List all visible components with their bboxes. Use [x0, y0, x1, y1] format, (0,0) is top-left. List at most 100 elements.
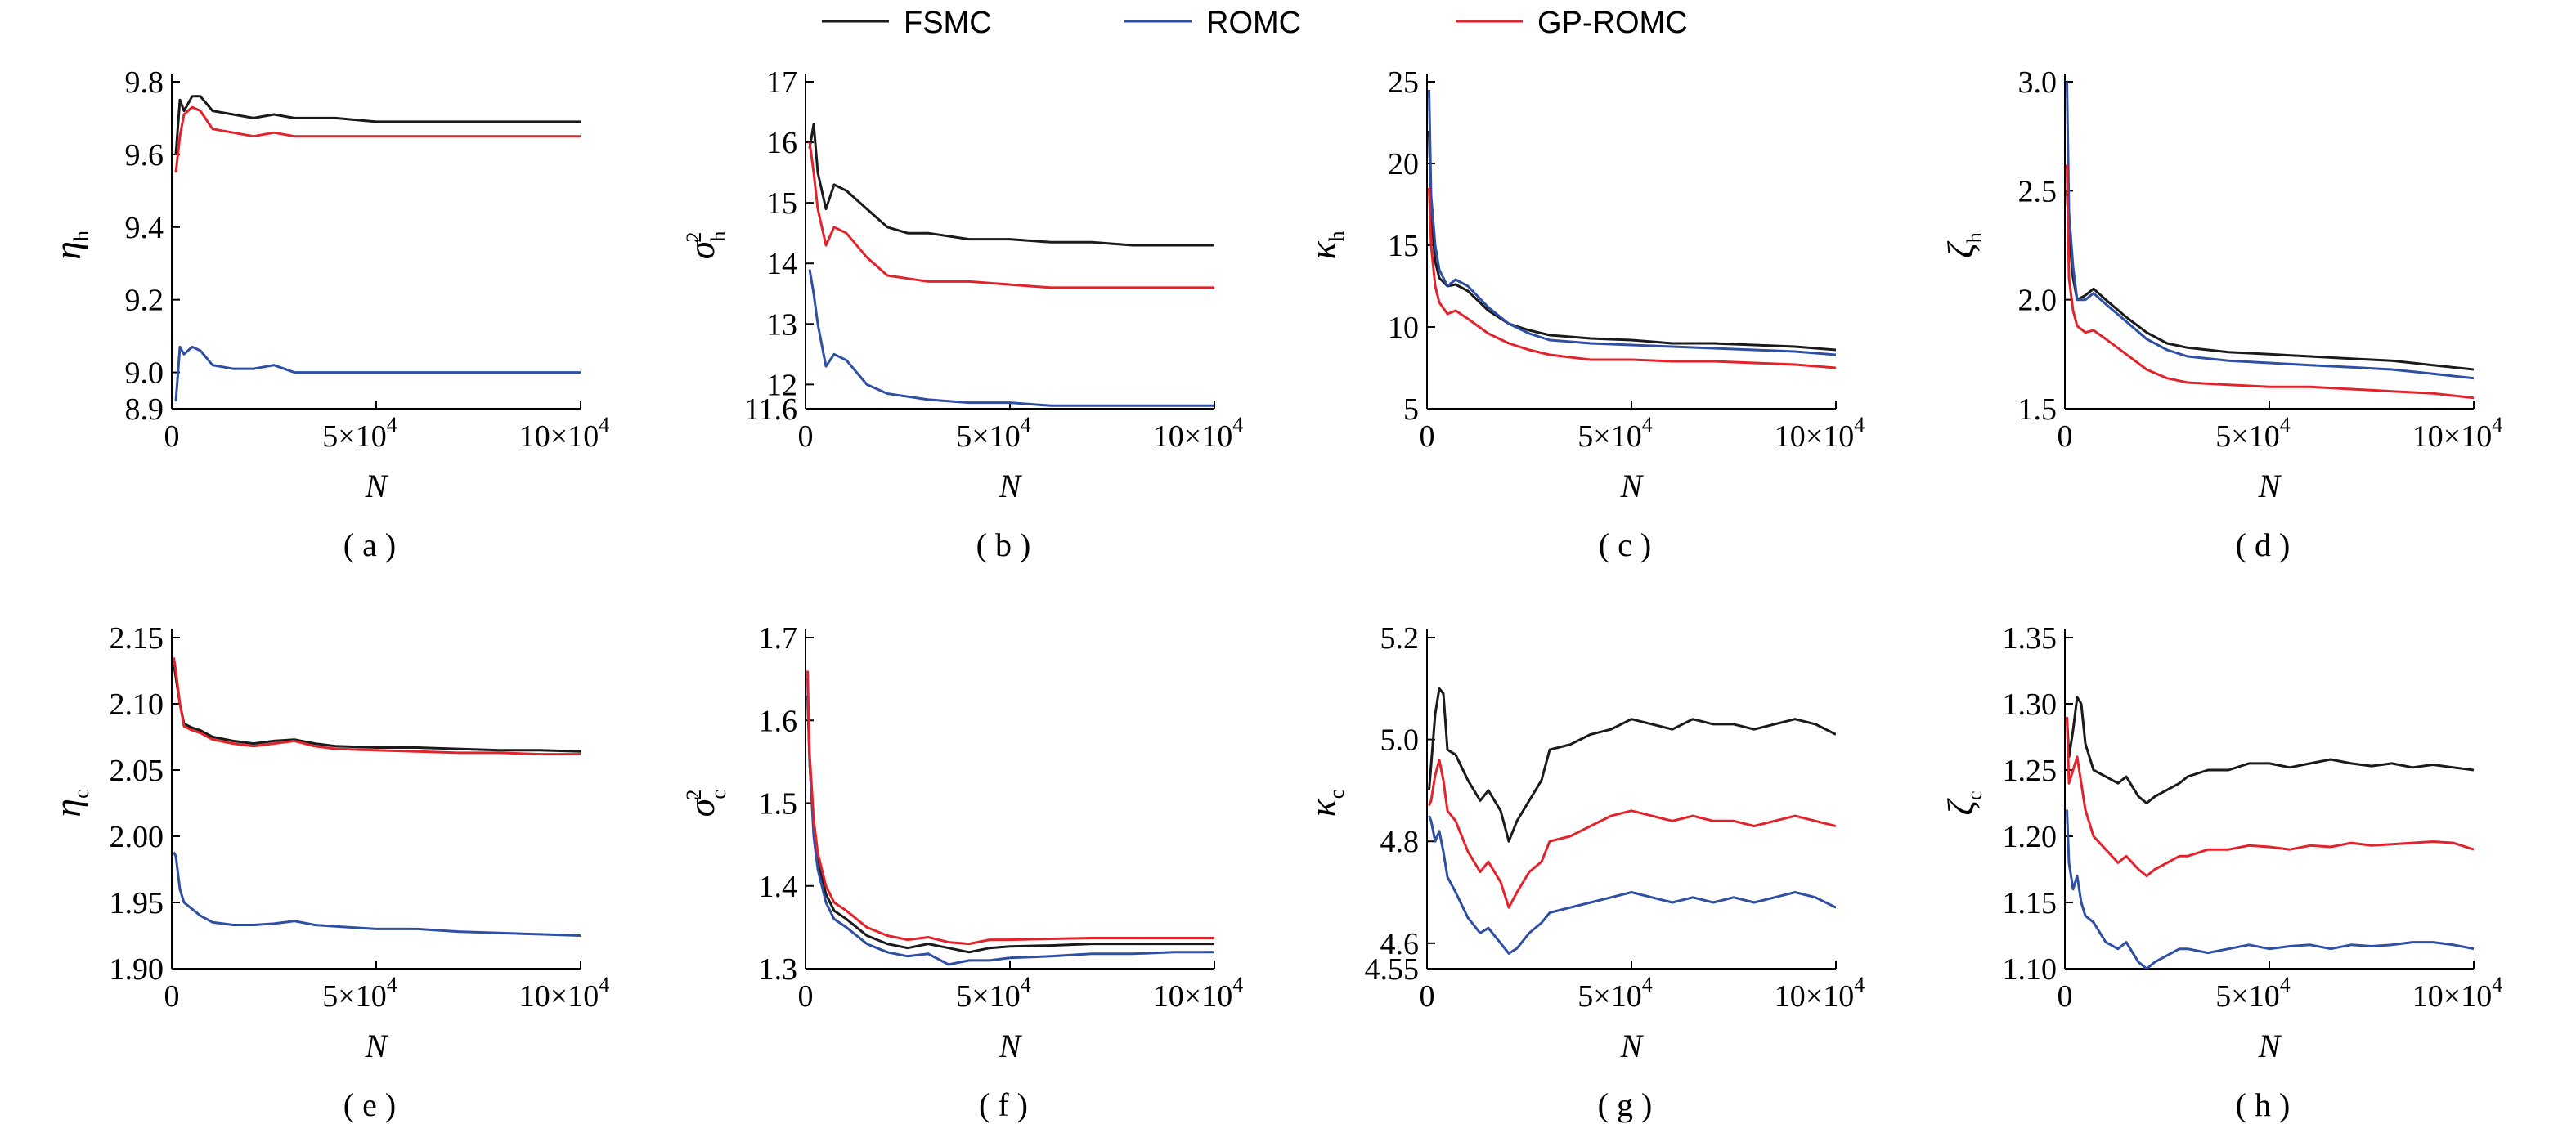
x-tick-label: 5×104: [322, 413, 397, 454]
y-axis-symbol: ζ: [1940, 240, 1981, 258]
series-line-gp-romc: [2066, 164, 2474, 400]
series-line-fsmc: [808, 123, 1214, 247]
series-line-romc: [1428, 89, 1836, 356]
y-tick-label: 1.35: [2003, 621, 2058, 656]
y-axis-subscript: h: [707, 231, 730, 242]
y-axis-label: ζc: [1940, 790, 1986, 815]
x-tick-label: 0: [1420, 419, 1435, 454]
y-tick-label: 10: [1388, 311, 1419, 345]
x-tick-label: 10×104: [1775, 413, 1865, 454]
x-axis-label: N: [365, 468, 389, 504]
y-axis-label: ηc: [47, 789, 93, 817]
x-tick-exponent: 4: [2280, 413, 2291, 437]
series-line-romc: [173, 851, 581, 937]
y-axis-label: κh: [1302, 231, 1349, 259]
x-tick-label: 0: [2058, 419, 2073, 454]
series-line-gp-romc: [2066, 717, 2474, 878]
x-axis-label: N: [999, 468, 1023, 504]
y-tick-label: 2.0: [2018, 284, 2058, 318]
y-axis-subscript: c: [1963, 790, 1986, 800]
y-tick-label: 1.95: [110, 886, 164, 920]
x-tick-label: 10×104: [519, 413, 609, 454]
panel-label: ( b ): [976, 526, 1031, 563]
y-tick-label: 9.6: [125, 138, 164, 172]
y-tick-label: 1.4: [759, 870, 798, 904]
x-tick-exponent: 4: [1854, 973, 1865, 996]
y-tick-label: 1.20: [2003, 820, 2058, 854]
y-axis-symbol: κ: [1302, 798, 1344, 817]
y-tick-label: 4.55: [1365, 952, 1420, 987]
chart-panel: 8.99.0 9.2 9.4 9.6 9.8 0 5×104 10×104 N ( a ) ηh: [47, 65, 609, 563]
y-tick-label: 14: [766, 247, 797, 281]
y-tick-label: 1.30: [2003, 687, 2058, 722]
y-tick-label: 1.10: [2003, 952, 2058, 987]
y-axis-label: σ2c: [680, 790, 730, 817]
x-tick-label: 0: [164, 979, 180, 1014]
x-tick-exponent: 4: [1642, 413, 1653, 437]
y-tick-label: 1.3: [759, 952, 798, 987]
legend-label: ROMC: [1206, 6, 1301, 40]
chart-panel: 4.554.6 4.8 5.0 5.2 0 5×104 10×104 N ( g ) κc: [1302, 621, 1865, 1123]
x-axis-label: N: [999, 1028, 1023, 1064]
panel-label: ( f ): [979, 1086, 1028, 1123]
x-axis-label: N: [1620, 468, 1645, 504]
x-tick-label: 5×104: [956, 413, 1030, 454]
series-line-fsmc: [173, 664, 581, 753]
x-tick-label: 10×104: [2412, 973, 2502, 1014]
legend: FSMC ROMC GP-ROMC: [822, 6, 1688, 40]
y-tick-label: 17: [766, 65, 797, 100]
x-tick-label: 5×104: [1577, 973, 1652, 1014]
x-tick-label: 10×104: [1153, 973, 1243, 1014]
x-tick-label: 10×104: [1775, 973, 1865, 1014]
y-axis-subscript: h: [70, 231, 93, 241]
series-line-romc: [2066, 81, 2474, 380]
series-line-romc: [2066, 809, 2474, 969]
y-tick-label: 20: [1388, 147, 1419, 181]
y-axis-label: ηh: [47, 231, 93, 260]
x-tick-label: 5×104: [956, 973, 1030, 1014]
x-tick-label: 10×104: [1153, 413, 1243, 454]
series-line-fsmc: [806, 695, 1214, 954]
panel-label: ( g ): [1598, 1086, 1653, 1123]
legend-item: FSMC: [822, 6, 992, 40]
y-tick-label: 1.7: [759, 621, 798, 656]
y-tick-label: 9.8: [125, 65, 164, 100]
y-tick-label: 2.10: [110, 687, 164, 722]
panel-label: ( d ): [2236, 526, 2291, 563]
x-tick-exponent: 4: [1021, 973, 1031, 996]
y-axis-subscript: c: [70, 789, 93, 799]
chart-panel: 11.612 13 14 15 16 17 0 5×104 10×104 N ( b ) σ2h: [680, 65, 1243, 563]
y-tick-label: 1.5: [2018, 392, 2058, 427]
y-tick-label: 9.0: [125, 356, 164, 391]
x-tick-exponent: 4: [1021, 413, 1031, 437]
x-tick-label: 0: [1420, 979, 1435, 1014]
panel-label: ( c ): [1599, 526, 1651, 563]
x-tick-label: 0: [798, 979, 814, 1014]
chart-panel: 1.3 1.4 1.5 1.6 1.7 0 5×104 10×104 N ( f ) σ2c: [680, 621, 1243, 1123]
x-tick-exponent: 4: [1232, 973, 1243, 996]
y-tick-label: 8.9: [125, 392, 164, 427]
y-tick-label: 2.5: [2018, 174, 2058, 208]
y-tick-label: 15: [1388, 229, 1419, 263]
series-line-romc: [1428, 815, 1836, 955]
y-tick-label: 1.25: [2003, 754, 2058, 788]
chart-panel: 1.5 2.0 2.5 3.0 0 5×104 10×104 N ( d ) ζh: [1940, 65, 2502, 563]
chart-panel: 5 10 15 20 25 0 5×104 10×104 N ( c ) κh: [1302, 65, 1865, 563]
y-tick-label: 1.5: [759, 787, 798, 822]
y-tick-label: 16: [766, 126, 797, 160]
series-line-gp-romc: [174, 105, 581, 173]
y-axis-subscript: h: [1963, 232, 1986, 243]
chart-panel: 1.90 1.95 2.00 2.05 2.10 2.15 0 5×104 10×104 N ( e…: [47, 621, 609, 1123]
series-line-gp-romc: [806, 670, 1214, 946]
y-tick-label: 5: [1403, 392, 1419, 427]
y-tick-label: 5.2: [1380, 621, 1420, 656]
y-axis-symbol: η: [47, 241, 88, 260]
x-axis-label: N: [2258, 468, 2282, 504]
y-tick-label: 1.6: [759, 704, 798, 738]
legend-item: ROMC: [1124, 6, 1301, 40]
y-axis-label: σ2h: [680, 231, 730, 260]
x-axis-label: N: [2258, 1028, 2282, 1064]
x-tick-label: 0: [164, 419, 180, 454]
y-axis-label: ζh: [1940, 232, 1986, 258]
